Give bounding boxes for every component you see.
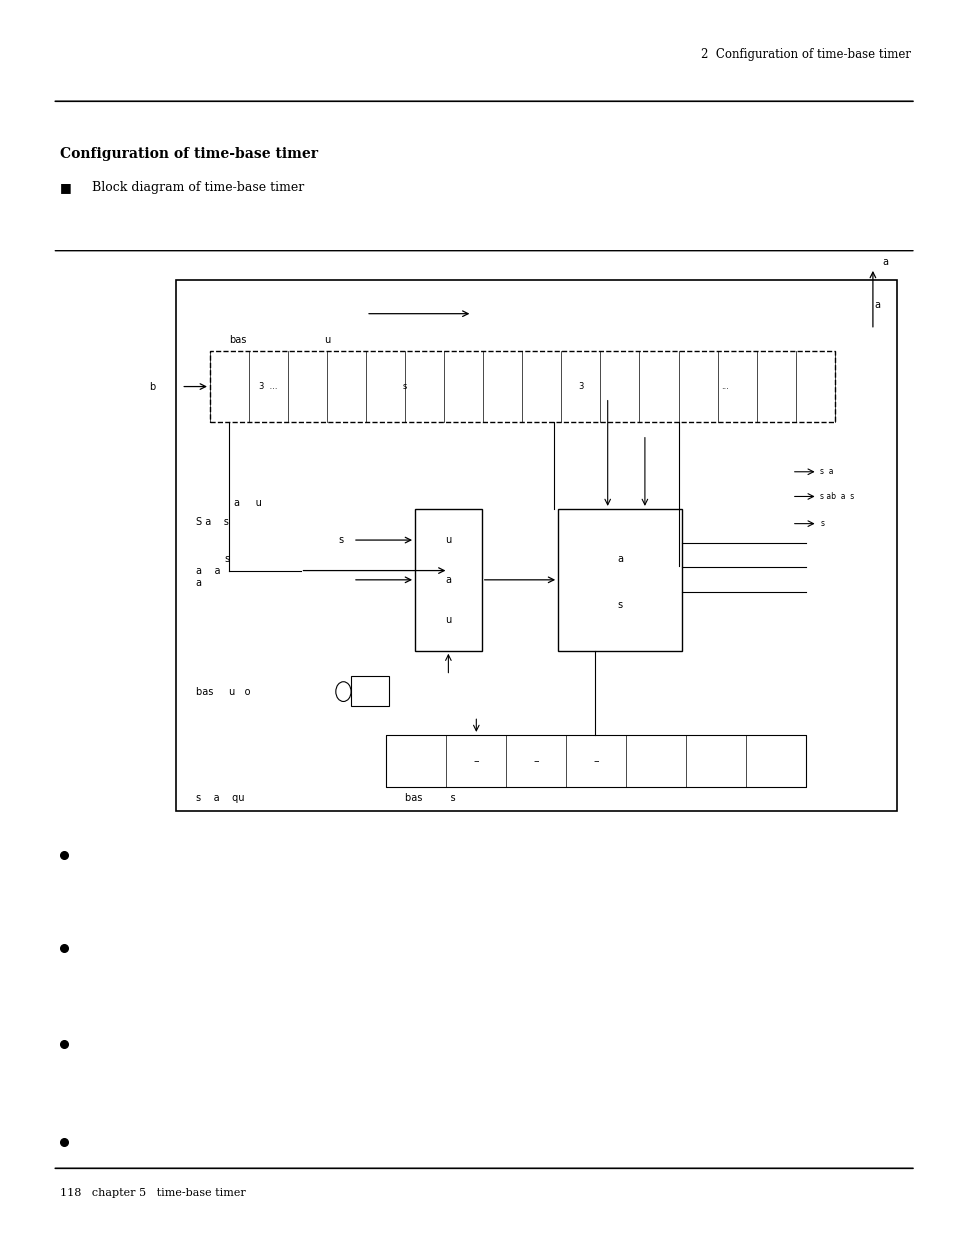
Bar: [210, 351, 834, 422]
Text: s: s: [820, 519, 823, 529]
Text: a: a: [882, 257, 887, 267]
Text: –: –: [593, 756, 598, 766]
Text: a: a: [445, 574, 451, 585]
Text: 3  ...: 3 ...: [259, 382, 277, 391]
Text: ■: ■: [60, 182, 71, 194]
Text: s: s: [617, 600, 622, 610]
Text: s: s: [224, 553, 229, 563]
Text: b: b: [150, 382, 155, 391]
Text: bas     u   o: bas u o: [195, 687, 250, 697]
Text: u: u: [445, 535, 451, 545]
Bar: [558, 509, 681, 651]
Bar: [176, 280, 896, 811]
Text: ...: ...: [720, 382, 729, 391]
Text: bas: bas: [229, 335, 247, 345]
Text: u: u: [324, 335, 330, 345]
Text: a     u: a u: [233, 498, 261, 508]
Bar: [351, 676, 389, 706]
Text: Configuration of time-base timer: Configuration of time-base timer: [60, 147, 317, 162]
Text: 118   chapter 5   time-base timer: 118 chapter 5 time-base timer: [60, 1188, 246, 1198]
Text: a: a: [195, 578, 201, 588]
Text: s  a: s a: [820, 467, 833, 477]
Text: –: –: [473, 756, 478, 766]
Text: a: a: [874, 300, 880, 310]
Text: s: s: [402, 382, 407, 391]
Text: s: s: [338, 535, 343, 545]
Text: S a    s: S a s: [195, 516, 228, 526]
Text: a    a: a a: [195, 566, 220, 576]
Bar: [386, 735, 805, 787]
Text: 2  Configuration of time-base timer: 2 Configuration of time-base timer: [700, 48, 910, 61]
Text: bas         s: bas s: [405, 793, 456, 803]
Bar: [415, 509, 481, 651]
Text: –: –: [533, 756, 538, 766]
Text: s    a    qu: s a qu: [195, 793, 244, 803]
Text: s ab  a  s: s ab a s: [820, 492, 854, 501]
Text: Block diagram of time-base timer: Block diagram of time-base timer: [91, 182, 303, 194]
Text: u: u: [445, 615, 451, 625]
Text: a: a: [617, 553, 622, 563]
Text: 3: 3: [578, 382, 583, 391]
